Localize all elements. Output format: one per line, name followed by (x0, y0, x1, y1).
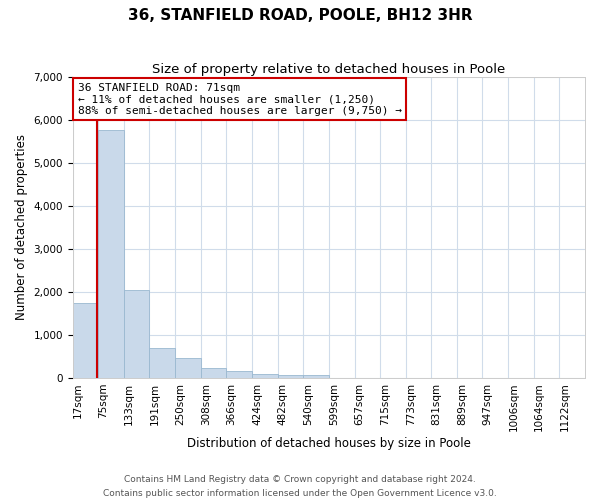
Bar (201, 368, 226, 378)
Text: 36, STANFIELD ROAD, POOLE, BH12 3HR: 36, STANFIELD ROAD, POOLE, BH12 3HR (128, 8, 472, 22)
Text: Contains HM Land Registry data © Crown copyright and database right 2024.
Contai: Contains HM Land Registry data © Crown c… (103, 476, 497, 498)
Bar (149, 348, 175, 378)
X-axis label: Distribution of detached houses by size in Poole: Distribution of detached houses by size … (187, 437, 471, 450)
Title: Size of property relative to detached houses in Poole: Size of property relative to detached ho… (152, 62, 506, 76)
Bar (175, 358, 201, 378)
Bar (226, 372, 252, 378)
Bar (278, 374, 303, 378)
Bar (303, 376, 329, 378)
Text: 36 STANFIELD ROAD: 71sqm
← 11% of detached houses are smaller (1,250)
88% of sem: 36 STANFIELD ROAD: 71sqm ← 11% of detach… (78, 82, 402, 116)
Bar (252, 374, 278, 378)
Y-axis label: Number of detached properties: Number of detached properties (15, 134, 28, 320)
Bar (124, 290, 149, 378)
Bar (73, 302, 98, 378)
Bar (98, 130, 124, 378)
